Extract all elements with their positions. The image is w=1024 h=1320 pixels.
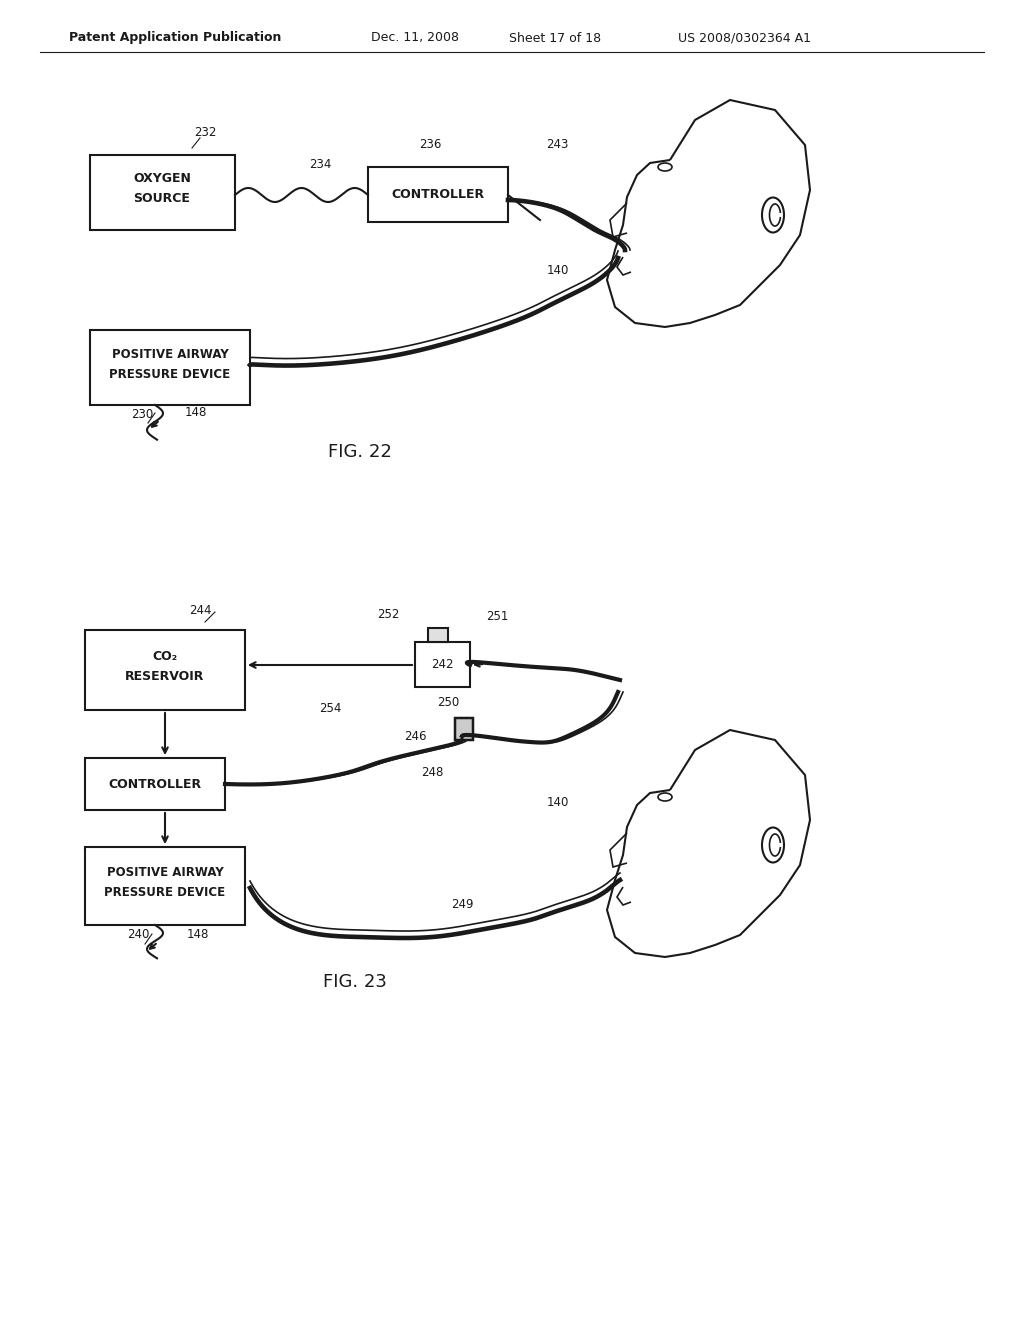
Bar — [85, 847, 245, 925]
PathPatch shape — [607, 100, 810, 327]
Text: 254: 254 — [318, 701, 341, 714]
Text: 251: 251 — [485, 610, 508, 623]
Text: CONTROLLER: CONTROLLER — [391, 189, 484, 202]
Text: 240: 240 — [127, 928, 150, 941]
Text: CONTROLLER: CONTROLLER — [109, 777, 202, 791]
Bar — [90, 330, 250, 405]
Ellipse shape — [658, 162, 672, 172]
Bar — [455, 718, 473, 741]
Text: US 2008/0302364 A1: US 2008/0302364 A1 — [679, 32, 811, 45]
Text: 252: 252 — [377, 609, 399, 622]
Text: 140: 140 — [547, 796, 569, 808]
Bar — [368, 168, 508, 222]
Text: Sheet 17 of 18: Sheet 17 of 18 — [509, 32, 601, 45]
Text: 148: 148 — [184, 407, 207, 420]
Text: SOURCE: SOURCE — [133, 191, 190, 205]
Text: POSITIVE AIRWAY: POSITIVE AIRWAY — [112, 348, 228, 362]
Text: POSITIVE AIRWAY: POSITIVE AIRWAY — [106, 866, 223, 879]
Text: 249: 249 — [451, 899, 473, 912]
Text: FIG. 22: FIG. 22 — [328, 444, 392, 461]
Text: 244: 244 — [188, 603, 211, 616]
Text: CO₂: CO₂ — [153, 651, 177, 664]
Text: OXYGEN: OXYGEN — [133, 172, 190, 185]
Text: 242: 242 — [431, 659, 454, 672]
Text: Patent Application Publication: Patent Application Publication — [69, 32, 282, 45]
Text: 246: 246 — [403, 730, 426, 743]
Text: 230: 230 — [131, 408, 154, 421]
Text: 234: 234 — [309, 158, 331, 172]
Text: FIG. 23: FIG. 23 — [323, 973, 387, 991]
PathPatch shape — [607, 730, 810, 957]
Ellipse shape — [762, 828, 784, 862]
Text: 250: 250 — [437, 696, 459, 709]
Text: 232: 232 — [194, 125, 216, 139]
Text: 248: 248 — [421, 767, 443, 780]
Bar — [428, 628, 449, 642]
Bar — [90, 154, 234, 230]
Text: 140: 140 — [547, 264, 569, 276]
Text: PRESSURE DEVICE: PRESSURE DEVICE — [104, 886, 225, 899]
Bar — [85, 758, 225, 810]
Bar — [415, 642, 470, 686]
Text: PRESSURE DEVICE: PRESSURE DEVICE — [110, 367, 230, 380]
Ellipse shape — [762, 198, 784, 232]
Text: Dec. 11, 2008: Dec. 11, 2008 — [371, 32, 459, 45]
Text: 236: 236 — [419, 139, 441, 152]
Text: 148: 148 — [186, 928, 209, 940]
Ellipse shape — [658, 793, 672, 801]
Text: 243: 243 — [546, 139, 568, 152]
Bar — [85, 630, 245, 710]
Text: RESERVOIR: RESERVOIR — [125, 671, 205, 684]
